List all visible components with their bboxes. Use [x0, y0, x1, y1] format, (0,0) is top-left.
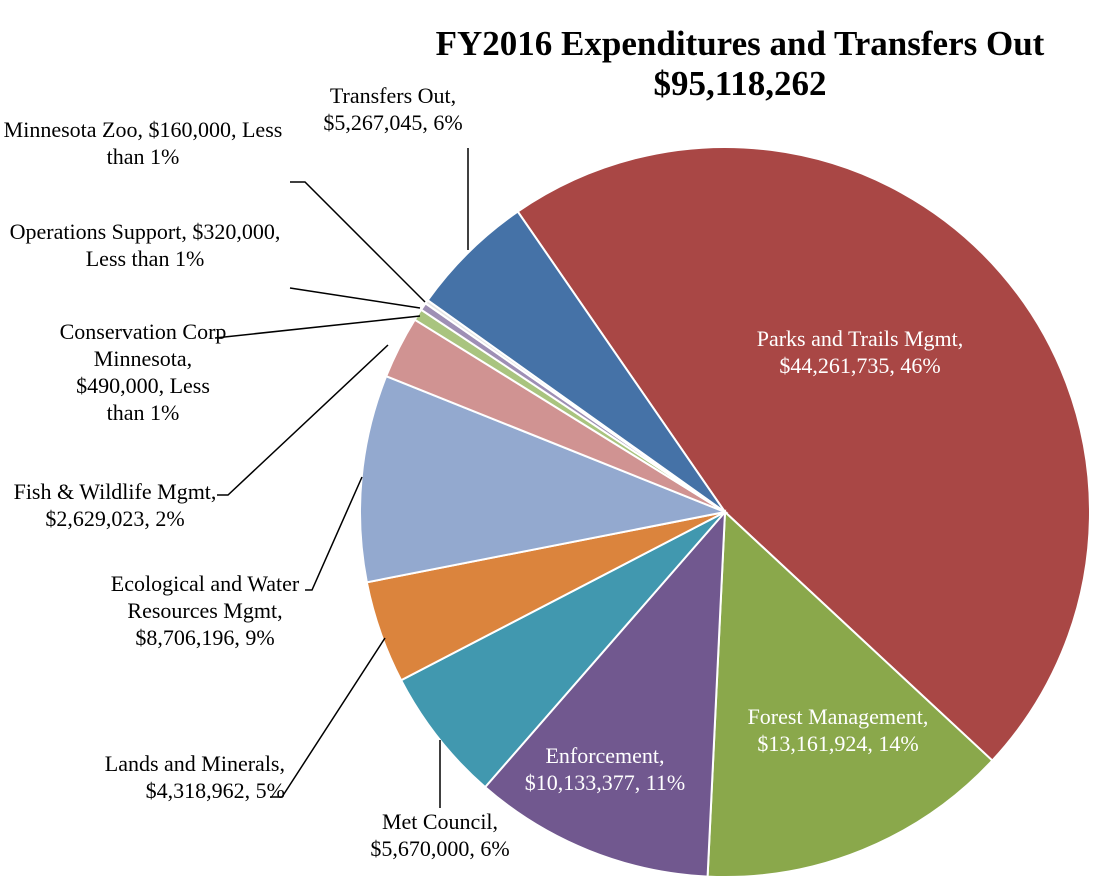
slice-label: Lands and Minerals, $4,318,962, 5%: [104, 751, 285, 803]
slice-label: Met Council, $5,670,000, 6%: [370, 809, 510, 861]
slice: [426, 210, 726, 513]
slice-label: Enforcement, $10,133,377, 11%: [524, 743, 686, 795]
slice-label: Minnesota Zoo, $160,000, Less than 1%: [3, 117, 283, 169]
slice-label: Ecological and Water Resources Mgmt, $8,…: [110, 571, 300, 650]
slice: [483, 509, 727, 878]
leader-line: [214, 315, 421, 339]
leader-line: [270, 637, 386, 798]
slice-label: Transfers Out, $5,267,045, 6%: [323, 83, 463, 135]
slices: [359, 145, 1091, 878]
chart-title: FY2016 Expenditures and Transfers Out: [435, 24, 1045, 63]
slice-label: Parks and Trails Mgmt, $44,261,735, 46%: [756, 326, 964, 378]
slice: [399, 511, 726, 789]
slice: [516, 145, 1091, 762]
leader-line: [217, 344, 389, 496]
slice: [706, 509, 994, 878]
chart-subtitle: $95,118,262: [653, 64, 827, 103]
leader-lines: [214, 148, 469, 808]
leader-line: [290, 181, 426, 303]
slice-label: Forest Management, $13,161,924, 14%: [747, 704, 929, 756]
leader-line: [289, 287, 421, 309]
slice-label: Conservation Corp Minnesota, $490,000, L…: [59, 319, 227, 425]
leader-line: [305, 476, 363, 591]
slice-label: Fish & Wildlife Mgmt, $2,629,023, 2%: [13, 479, 217, 531]
slice-label: Operations Support, $320,000, Less than …: [9, 219, 281, 271]
